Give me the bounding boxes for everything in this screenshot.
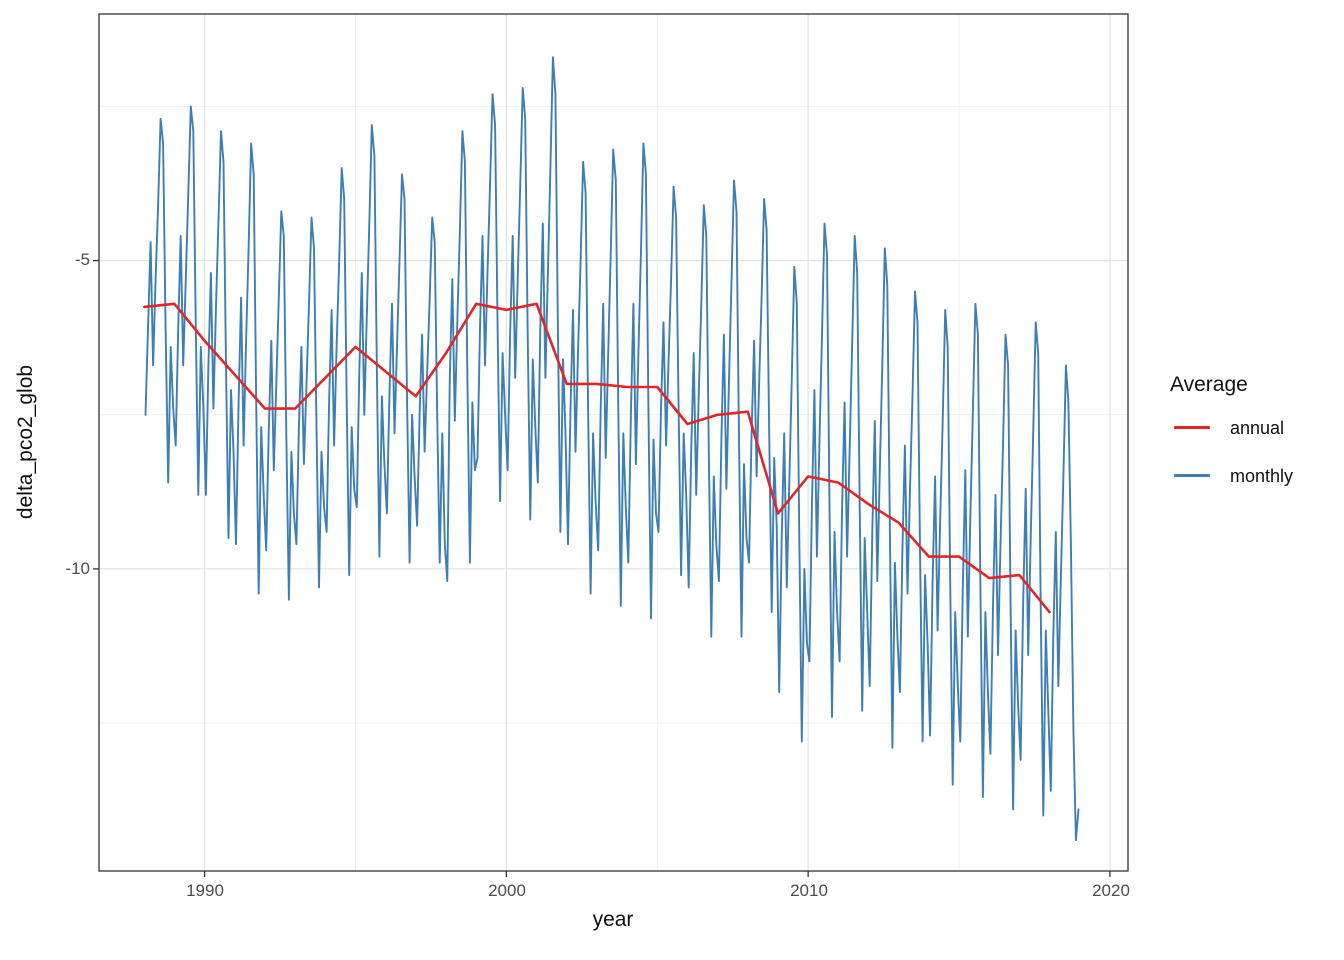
y-axis-title: delta_pco2_glob <box>14 364 37 520</box>
x-tick-label: 2010 <box>790 881 828 900</box>
legend-item-annual: annual <box>1170 416 1284 440</box>
legend-title: Average <box>1170 373 1248 396</box>
panel-border <box>98 13 1129 872</box>
y-tick-label: -5 <box>74 250 90 269</box>
monthly-line <box>144 56 1080 842</box>
y-tick-label: -10 <box>65 559 90 578</box>
legend-item-monthly: monthly <box>1170 464 1293 488</box>
annual-line <box>143 302 1051 614</box>
legend-label-monthly: monthly <box>1230 466 1294 486</box>
annual-line-key-icon <box>1174 426 1210 429</box>
monthly-line-key-icon <box>1174 474 1210 477</box>
legend: Average annual monthly <box>1170 372 1293 512</box>
x-tick-label: 2000 <box>488 881 526 900</box>
x-tick-label: 2020 <box>1092 881 1130 900</box>
x-tick-label: 1990 <box>186 881 224 900</box>
legend-label-annual: annual <box>1230 418 1285 438</box>
x-axis-title: year <box>592 908 634 931</box>
